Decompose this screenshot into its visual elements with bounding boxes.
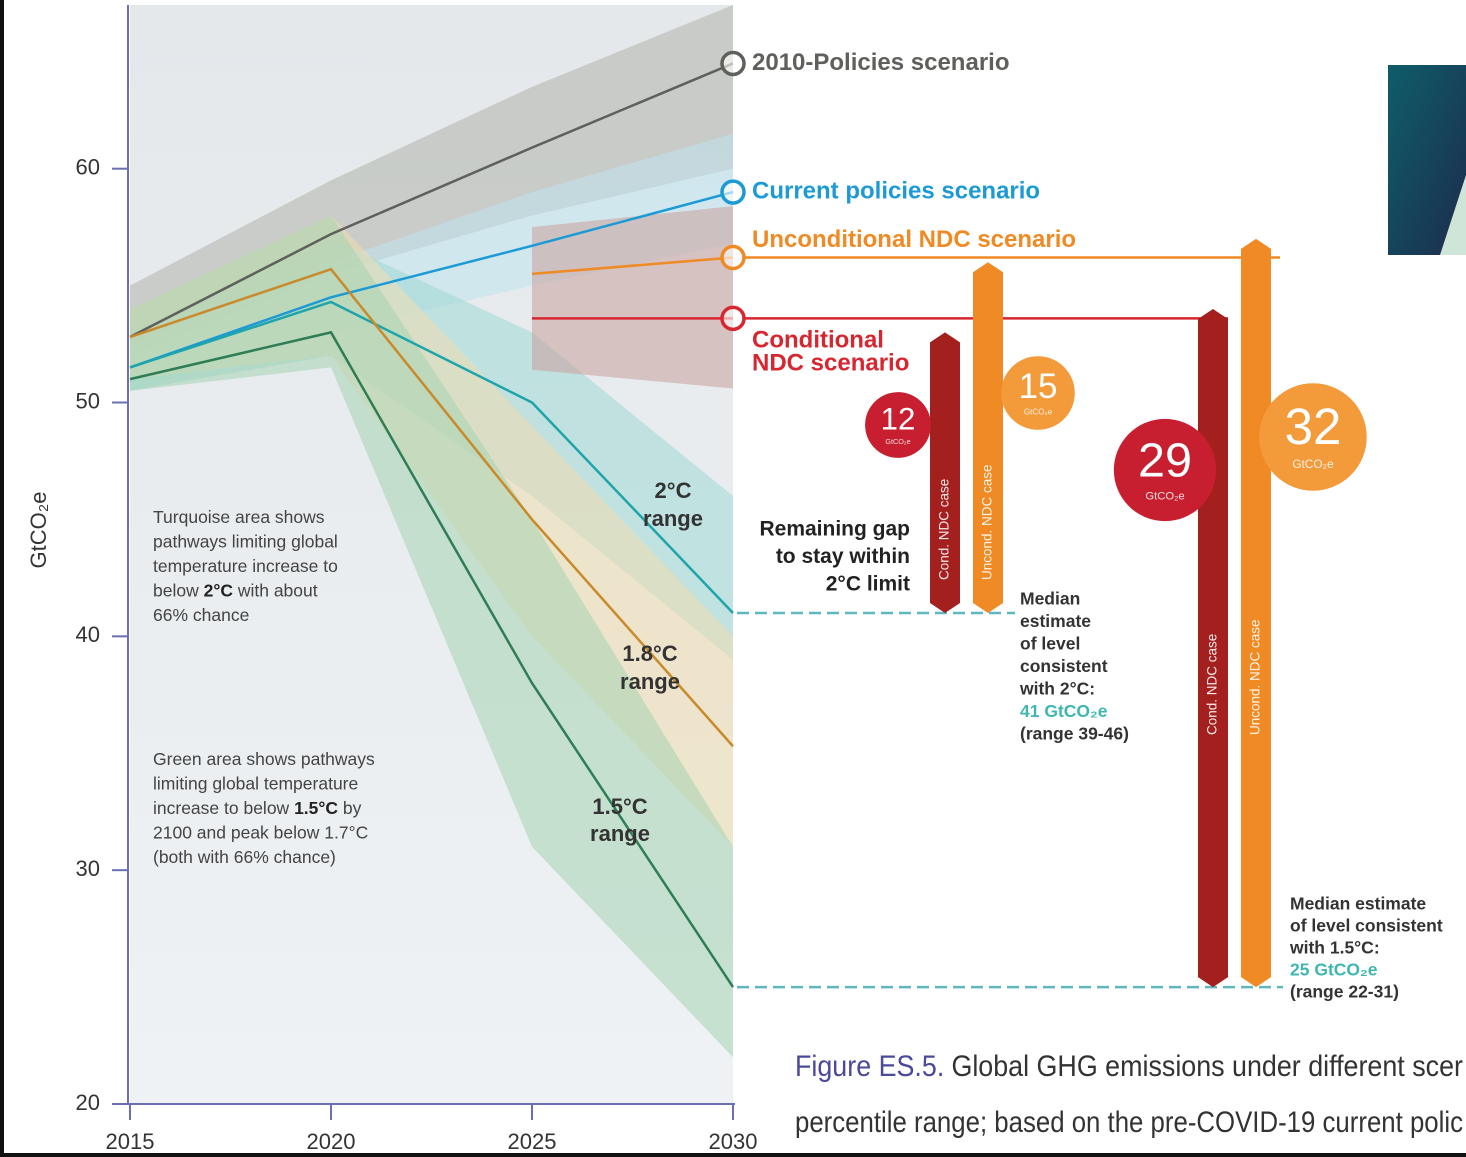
median-text: Median estimate bbox=[1290, 894, 1426, 914]
series-label: 1.8°C bbox=[622, 641, 677, 666]
median-text: with 1.5°C: bbox=[1289, 938, 1380, 958]
gap-unit: GtCO₂e bbox=[885, 437, 910, 446]
x-tick-label: 2015 bbox=[106, 1129, 155, 1154]
gap-bar-label: Uncond. NDC case bbox=[1248, 619, 1263, 735]
note-line: 66% chance bbox=[153, 605, 249, 625]
x-tick-label: 2025 bbox=[508, 1129, 557, 1154]
gap-unit: GtCO₂e bbox=[1145, 491, 1184, 503]
chart: GtCO₂e 203040506020152020202520302010-Po… bbox=[0, 0, 1466, 1157]
median-text: with 2°C: bbox=[1019, 679, 1095, 699]
series-label: 2°C bbox=[655, 478, 692, 503]
annotation: to stay within bbox=[776, 545, 910, 568]
note-line: 2100 and peak below 1.7°C bbox=[153, 822, 368, 842]
note-text: temperature increase to bbox=[153, 556, 338, 576]
series-label: 1.5°C bbox=[592, 794, 647, 819]
series-label: NDC scenario bbox=[752, 350, 909, 377]
y-tick-label: 30 bbox=[76, 856, 100, 881]
note-text: 2°C bbox=[204, 580, 234, 600]
gap-value: 32 bbox=[1285, 398, 1342, 455]
note-line: limiting global temperature bbox=[153, 773, 358, 793]
y-tick-label: 50 bbox=[76, 388, 100, 413]
median-text: Median bbox=[1020, 589, 1080, 609]
note-text: increase to below bbox=[153, 798, 294, 818]
series-label: range bbox=[620, 669, 680, 694]
note-line: Green area shows pathways bbox=[153, 749, 375, 769]
series-label: 2010-Policies scenario bbox=[752, 49, 1009, 76]
series-label: Unconditional NDC scenario bbox=[752, 226, 1076, 253]
y-tick-label: 40 bbox=[76, 622, 100, 647]
y-tick-label: 60 bbox=[76, 154, 100, 179]
gap-bar bbox=[1241, 239, 1271, 987]
y-tick-label: 20 bbox=[76, 1090, 100, 1115]
page: {"chart_data": { "type": "line", "y_labe… bbox=[0, 0, 1466, 1157]
series-label: range bbox=[590, 821, 650, 846]
series-label: Current policies scenario bbox=[752, 177, 1040, 204]
note-text: below bbox=[153, 580, 204, 600]
caption-line: Figure ES.5.Global GHG emissions under d… bbox=[795, 1050, 1463, 1083]
median-text: of level consistent bbox=[1290, 916, 1443, 936]
note-text: with about bbox=[233, 580, 318, 600]
note-line: temperature increase to bbox=[153, 556, 338, 576]
median-range: (range 22-31) bbox=[1290, 982, 1399, 1002]
note-text: Green area shows pathways bbox=[153, 749, 375, 769]
median-text: estimate bbox=[1020, 611, 1091, 631]
note-line: below 2°C with about bbox=[153, 580, 318, 600]
scenario-marker bbox=[722, 52, 744, 74]
gap-bar-label: Uncond. NDC case bbox=[980, 464, 995, 580]
gap-value: 29 bbox=[1138, 434, 1192, 488]
gap-value: 12 bbox=[881, 401, 916, 436]
scenario-marker bbox=[722, 307, 744, 329]
median-value: 41 GtCO₂e bbox=[1020, 701, 1108, 721]
note-text: 66% chance bbox=[153, 605, 249, 625]
note-line: (both with 66% chance) bbox=[153, 847, 336, 867]
scenario-marker bbox=[722, 247, 744, 269]
x-tick-label: 2020 bbox=[307, 1129, 356, 1154]
note-text: 2100 and peak below 1.7°C bbox=[153, 822, 368, 842]
x-tick-label: 2030 bbox=[709, 1129, 758, 1154]
note-text: (both with 66% chance) bbox=[153, 847, 336, 867]
median-value: 25 GtCO₂e bbox=[1290, 960, 1378, 980]
note-line: pathways limiting global bbox=[153, 531, 338, 551]
series-label: range bbox=[643, 506, 703, 531]
gap-value: 15 bbox=[1019, 367, 1058, 406]
gap-bar-label: Cond. NDC case bbox=[937, 479, 952, 580]
caption-text: Global GHG emissions under different sce… bbox=[951, 1050, 1463, 1083]
note-text: by bbox=[338, 798, 362, 818]
gap-unit: GtCO₂e bbox=[1292, 457, 1334, 471]
caption-label: Figure ES.5. bbox=[795, 1050, 944, 1083]
scenario-marker bbox=[722, 181, 744, 203]
note-line: Turquoise area shows bbox=[153, 507, 325, 527]
note-text: pathways limiting global bbox=[153, 531, 338, 551]
note-text: Turquoise area shows bbox=[153, 507, 325, 527]
note-text: 1.5°C bbox=[294, 798, 338, 818]
edge bbox=[0, 0, 4, 1157]
y-axis-label: GtCO₂e bbox=[26, 492, 51, 569]
median-text: consistent bbox=[1020, 656, 1108, 676]
median-text: of level bbox=[1020, 634, 1080, 654]
median-range: (range 39-46) bbox=[1020, 724, 1129, 744]
gap-unit: GtCO₂e bbox=[1024, 407, 1053, 416]
annotation: 2°C limit bbox=[826, 573, 910, 596]
note-text: limiting global temperature bbox=[153, 773, 358, 793]
caption-line: percentile range; based on the pre-COVID… bbox=[795, 1106, 1463, 1139]
ndc-band bbox=[532, 206, 733, 388]
gap-bar-label: Cond. NDC case bbox=[1205, 634, 1220, 735]
annotation: Remaining gap bbox=[759, 518, 910, 541]
note-line: increase to below 1.5°C by bbox=[153, 798, 362, 818]
